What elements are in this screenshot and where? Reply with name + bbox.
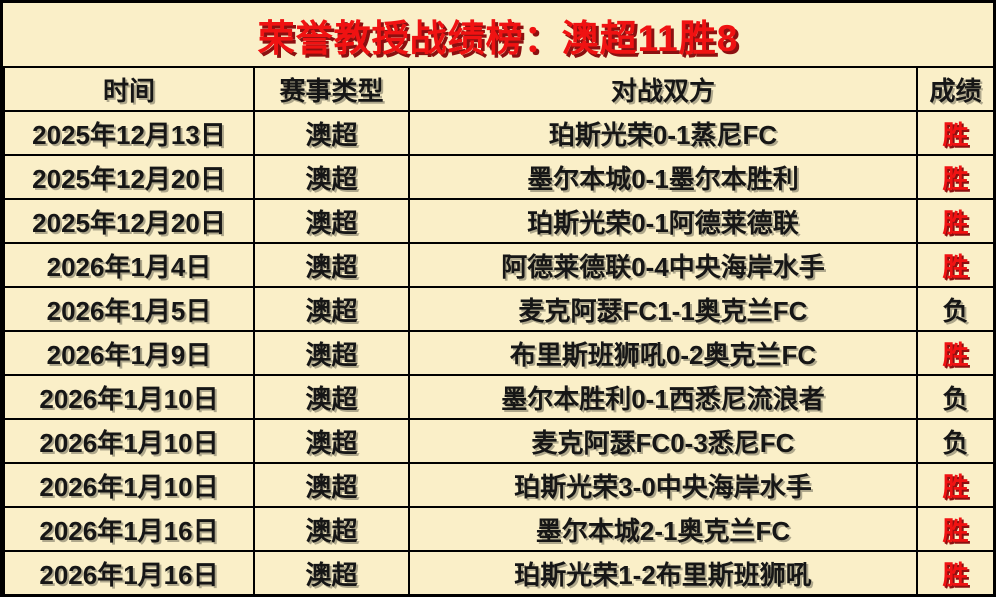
result-cell: 胜 xyxy=(916,330,993,376)
table-row: 2026年1月16日 澳超 珀斯光荣1-2布里斯班狮吼 胜 xyxy=(3,550,993,594)
league-cell: 澳超 xyxy=(253,242,410,288)
league-cell: 澳超 xyxy=(253,462,410,508)
header-match: 对战双方 xyxy=(408,66,918,112)
header-time: 时间 xyxy=(3,66,255,112)
header-row: 时间 赛事类型 对战双方 成绩 xyxy=(3,66,993,112)
match-cell: 珀斯光荣0-1蒸尼FC xyxy=(408,110,918,156)
result-cell: 负 xyxy=(916,418,993,464)
date-cell: 2026年1月16日 xyxy=(3,550,255,594)
match-cell: 麦克阿瑟FC0-3悉尼FC xyxy=(408,418,918,464)
table-row: 2025年12月20日 澳超 墨尔本城0-1墨尔本胜利 胜 xyxy=(3,154,993,200)
date-cell: 2026年1月4日 xyxy=(3,242,255,288)
result-cell: 负 xyxy=(916,374,993,420)
league-cell: 澳超 xyxy=(253,374,410,420)
league-cell: 澳超 xyxy=(253,506,410,552)
league-cell: 澳超 xyxy=(253,550,410,594)
match-cell: 布里斯班狮吼0-2奥克兰FC xyxy=(408,330,918,376)
results-table: 时间 赛事类型 对战双方 成绩 2025年12月13日 澳超 珀斯光荣0-1蒸尼… xyxy=(3,66,993,594)
header-league: 赛事类型 xyxy=(253,66,410,112)
league-cell: 澳超 xyxy=(253,418,410,464)
match-cell: 墨尔本城2-1奥克兰FC xyxy=(408,506,918,552)
league-cell: 澳超 xyxy=(253,154,410,200)
table-row: 2026年1月10日 澳超 珀斯光荣3-0中央海岸水手 胜 xyxy=(3,462,993,508)
result-cell: 胜 xyxy=(916,242,993,288)
title-band: 荣誉教授战绩榜：澳超11胜8 xyxy=(3,3,993,66)
date-cell: 2026年1月10日 xyxy=(3,374,255,420)
match-cell: 墨尔本城0-1墨尔本胜利 xyxy=(408,154,918,200)
result-cell: 负 xyxy=(916,286,993,332)
result-cell: 胜 xyxy=(916,462,993,508)
result-cell: 胜 xyxy=(916,550,993,594)
table-row: 2026年1月9日 澳超 布里斯班狮吼0-2奥克兰FC 胜 xyxy=(3,330,993,376)
table-row: 2025年12月13日 澳超 珀斯光荣0-1蒸尼FC 胜 xyxy=(3,110,993,156)
match-cell: 阿德莱德联0-4中央海岸水手 xyxy=(408,242,918,288)
table-row: 2026年1月10日 澳超 麦克阿瑟FC0-3悉尼FC 负 xyxy=(3,418,993,464)
table-row: 2026年1月5日 澳超 麦克阿瑟FC1-1奥克兰FC 负 xyxy=(3,286,993,332)
date-cell: 2025年12月13日 xyxy=(3,110,255,156)
match-cell: 麦克阿瑟FC1-1奥克兰FC xyxy=(408,286,918,332)
date-cell: 2026年1月10日 xyxy=(3,418,255,464)
table-header: 时间 赛事类型 对战双方 成绩 xyxy=(3,66,993,112)
table-row: 2026年1月16日 澳超 墨尔本城2-1奥克兰FC 胜 xyxy=(3,506,993,552)
header-result: 成绩 xyxy=(916,66,993,112)
page-title: 荣誉教授战绩榜：澳超11胜8 xyxy=(257,17,739,59)
match-cell: 珀斯光荣3-0中央海岸水手 xyxy=(408,462,918,508)
date-cell: 2026年1月5日 xyxy=(3,286,255,332)
date-cell: 2025年12月20日 xyxy=(3,198,255,244)
match-cell: 墨尔本胜利0-1西悉尼流浪者 xyxy=(408,374,918,420)
table-row: 2026年1月10日 澳超 墨尔本胜利0-1西悉尼流浪者 负 xyxy=(3,374,993,420)
table-row: 2026年1月4日 澳超 阿德莱德联0-4中央海岸水手 胜 xyxy=(3,242,993,288)
match-cell: 珀斯光荣1-2布里斯班狮吼 xyxy=(408,550,918,594)
result-cell: 胜 xyxy=(916,506,993,552)
match-cell: 珀斯光荣0-1阿德莱德联 xyxy=(408,198,918,244)
date-cell: 2025年12月20日 xyxy=(3,154,255,200)
table-row: 2025年12月20日 澳超 珀斯光荣0-1阿德莱德联 胜 xyxy=(3,198,993,244)
result-cell: 胜 xyxy=(916,154,993,200)
results-tbody: 2025年12月13日 澳超 珀斯光荣0-1蒸尼FC 胜 2025年12月20日… xyxy=(3,110,993,594)
date-cell: 2026年1月9日 xyxy=(3,330,255,376)
league-cell: 澳超 xyxy=(253,330,410,376)
date-cell: 2026年1月16日 xyxy=(3,506,255,552)
result-cell: 胜 xyxy=(916,110,993,156)
result-cell: 胜 xyxy=(916,198,993,244)
league-cell: 澳超 xyxy=(253,198,410,244)
date-cell: 2026年1月10日 xyxy=(3,462,255,508)
league-cell: 澳超 xyxy=(253,110,410,156)
league-cell: 澳超 xyxy=(253,286,410,332)
